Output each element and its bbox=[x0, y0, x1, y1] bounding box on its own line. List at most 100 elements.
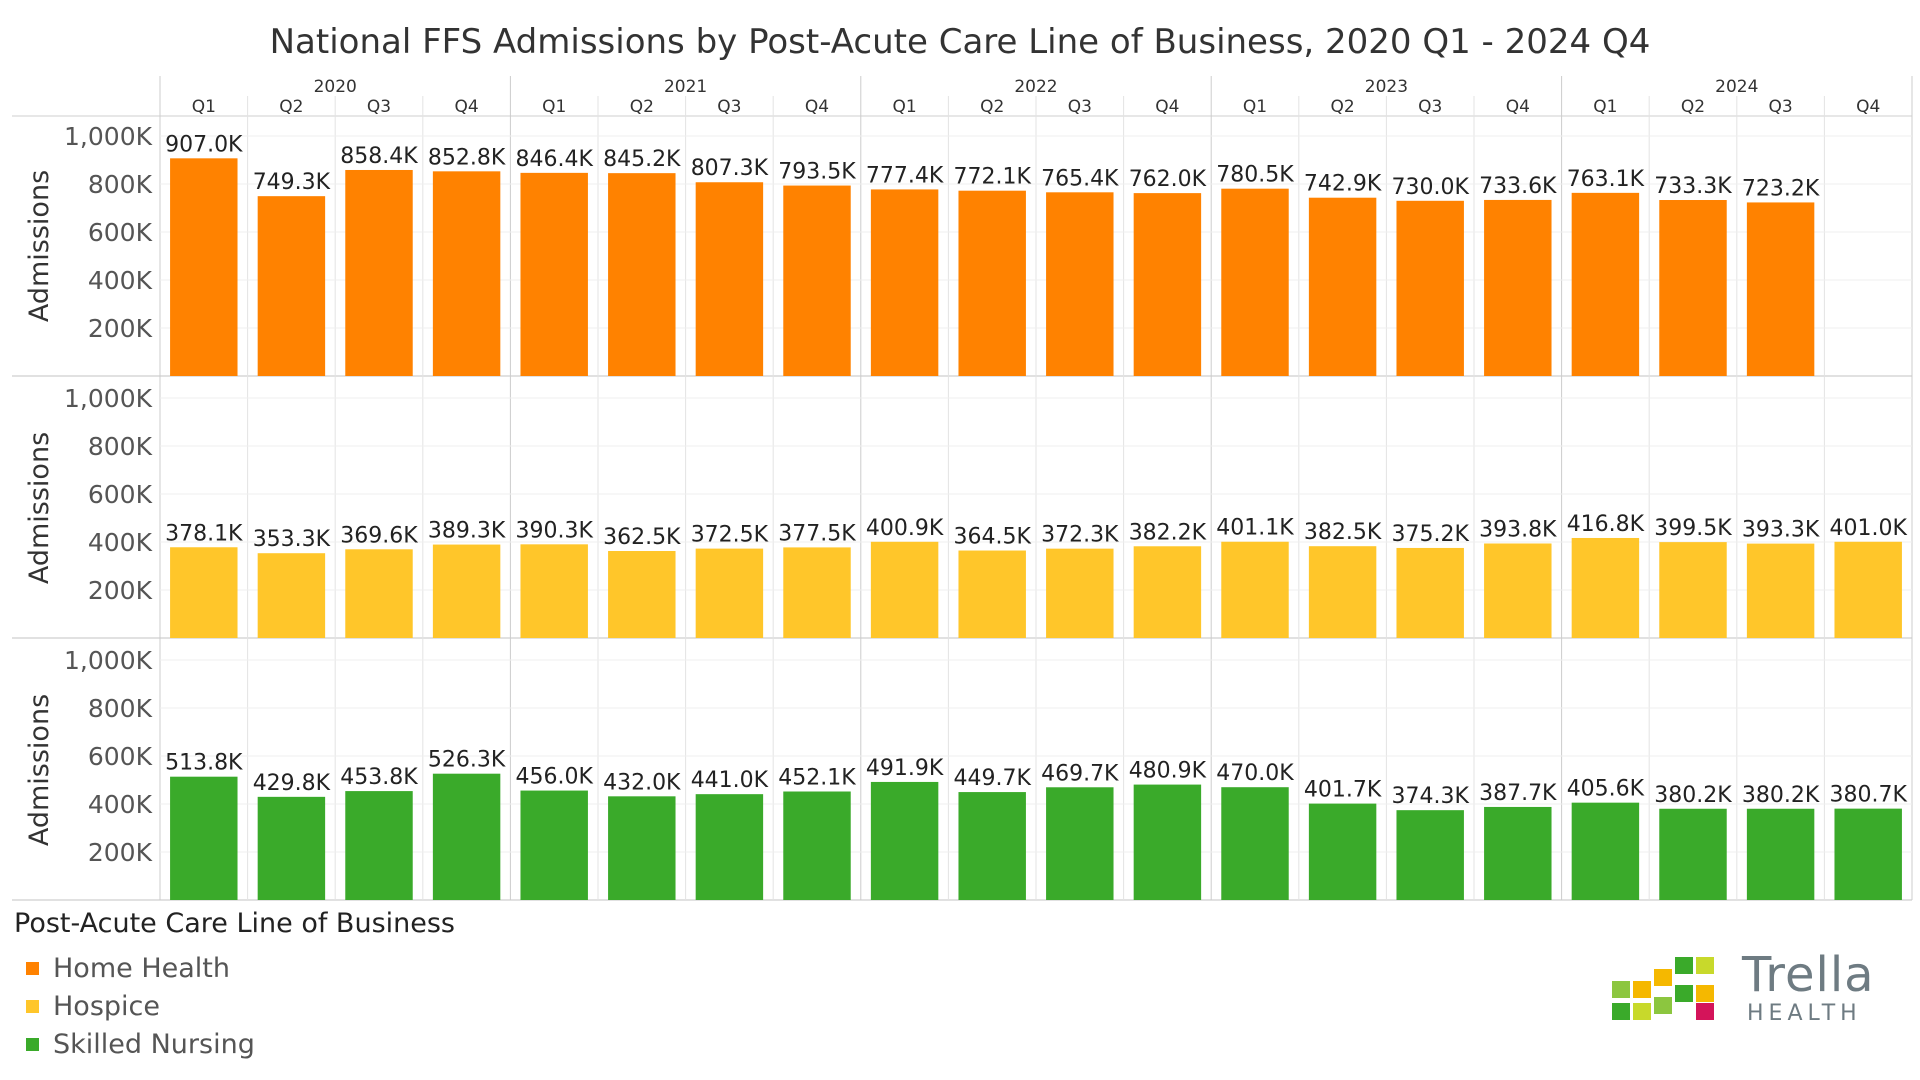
bar bbox=[1484, 543, 1552, 638]
data-label: 378.1K bbox=[165, 521, 243, 546]
bar bbox=[1308, 197, 1377, 376]
data-label: 730.0K bbox=[1391, 175, 1469, 200]
quarter-header: Q3 bbox=[717, 97, 741, 117]
bar bbox=[783, 547, 851, 638]
data-label: 469.7K bbox=[1041, 761, 1119, 786]
quarter-header: Q1 bbox=[1593, 97, 1617, 117]
y-tick-label: 800K bbox=[88, 694, 153, 723]
data-label: 733.6K bbox=[1479, 174, 1557, 199]
data-label: 393.8K bbox=[1479, 517, 1557, 542]
data-label: 749.3K bbox=[253, 170, 331, 195]
data-label: 456.0K bbox=[515, 765, 593, 790]
bar bbox=[783, 185, 851, 376]
year-header: 2020 bbox=[314, 77, 357, 97]
data-label: 375.2K bbox=[1391, 522, 1469, 547]
year-header: 2021 bbox=[664, 77, 707, 97]
brand-subtitle: HEALTH bbox=[1747, 1001, 1862, 1026]
quarter-header: Q3 bbox=[1768, 97, 1792, 117]
y-axis-label: Admissions bbox=[24, 432, 55, 584]
quarter-header: Q3 bbox=[367, 97, 391, 117]
bar bbox=[520, 544, 588, 638]
data-label: 401.1K bbox=[1216, 516, 1294, 541]
logo-square bbox=[1675, 957, 1693, 974]
data-label: 400.9K bbox=[866, 516, 944, 541]
bar bbox=[1133, 546, 1202, 638]
bar bbox=[432, 544, 501, 638]
data-label: 390.3K bbox=[515, 518, 593, 543]
y-tick-label: 400K bbox=[88, 790, 153, 819]
quarter-header: Q2 bbox=[279, 97, 303, 117]
bar bbox=[1221, 541, 1289, 638]
bar bbox=[695, 794, 764, 900]
data-label: 380.2K bbox=[1742, 783, 1820, 808]
data-label: 374.3K bbox=[1391, 784, 1469, 809]
data-label: 765.4K bbox=[1041, 166, 1119, 191]
y-axis-label: Admissions bbox=[24, 170, 55, 322]
quarter-header: Q2 bbox=[1330, 97, 1354, 117]
bar bbox=[1746, 808, 1815, 900]
bar bbox=[1659, 542, 1727, 638]
y-tick-label: 600K bbox=[88, 742, 153, 771]
data-label: 452.1K bbox=[778, 765, 856, 790]
data-label: 858.4K bbox=[340, 144, 418, 169]
data-label: 399.5K bbox=[1654, 516, 1732, 541]
y-tick-label: 1,000K bbox=[64, 384, 153, 413]
bar bbox=[958, 550, 1026, 638]
data-label: 405.6K bbox=[1567, 777, 1645, 802]
legend-label-skilled-nursing: Skilled Nursing bbox=[53, 1028, 255, 1060]
bar bbox=[1659, 808, 1727, 900]
year-header: 2022 bbox=[1014, 77, 1057, 97]
quarter-header: Q1 bbox=[192, 97, 216, 117]
quarter-header: Q4 bbox=[1856, 97, 1880, 117]
y-tick-label: 600K bbox=[88, 480, 153, 509]
bar bbox=[345, 549, 413, 638]
data-label: 364.5K bbox=[953, 525, 1031, 550]
data-label: 470.0K bbox=[1216, 761, 1294, 786]
bar bbox=[520, 172, 588, 376]
brand-logo-mark-icon bbox=[1612, 957, 1724, 1020]
data-label: 453.8K bbox=[340, 765, 418, 790]
bar bbox=[1746, 202, 1815, 376]
bar bbox=[432, 171, 501, 376]
bar bbox=[170, 776, 238, 900]
y-tick-label: 1,000K bbox=[64, 122, 153, 151]
logo-square bbox=[1675, 985, 1693, 1002]
bar bbox=[783, 791, 851, 900]
legend: Post-Acute Care Line of Business Home He… bbox=[14, 908, 455, 1063]
data-label: 907.0K bbox=[165, 132, 243, 157]
data-label: 793.5K bbox=[778, 160, 856, 185]
data-label: 382.5K bbox=[1304, 520, 1382, 545]
bar bbox=[520, 790, 588, 900]
data-label: 733.3K bbox=[1654, 174, 1732, 199]
quarter-header: Q1 bbox=[892, 97, 916, 117]
logo-square bbox=[1654, 969, 1672, 986]
logo-square bbox=[1612, 1003, 1630, 1020]
y-tick-label: 800K bbox=[88, 432, 153, 461]
data-label: 777.4K bbox=[866, 163, 944, 188]
data-label: 772.1K bbox=[953, 165, 1031, 190]
bar bbox=[1571, 537, 1640, 638]
bar bbox=[608, 551, 676, 638]
data-label: 372.3K bbox=[1041, 523, 1119, 548]
data-label: 372.5K bbox=[691, 523, 769, 548]
legend-label-hospice: Hospice bbox=[53, 990, 160, 1022]
bar bbox=[1659, 200, 1727, 376]
data-label: 780.5K bbox=[1216, 163, 1294, 188]
data-label: 449.7K bbox=[953, 766, 1031, 791]
data-label: 852.8K bbox=[428, 145, 506, 170]
data-label: 380.7K bbox=[1829, 783, 1907, 808]
data-label: 429.8K bbox=[253, 771, 331, 796]
data-label: 526.3K bbox=[428, 748, 506, 773]
bar bbox=[958, 792, 1026, 900]
data-label: 387.7K bbox=[1479, 781, 1557, 806]
legend-item-hospice[interactable]: Hospice bbox=[14, 987, 455, 1025]
quarter-header: Q1 bbox=[1243, 97, 1267, 117]
bar bbox=[1834, 808, 1902, 900]
bar bbox=[1221, 188, 1289, 376]
legend-item-home-health[interactable]: Home Health bbox=[14, 949, 455, 987]
logo-square bbox=[1612, 981, 1630, 998]
quarter-header: Q2 bbox=[630, 97, 654, 117]
legend-item-skilled-nursing[interactable]: Skilled Nursing bbox=[14, 1025, 455, 1063]
legend-swatch-hospice bbox=[26, 999, 39, 1013]
